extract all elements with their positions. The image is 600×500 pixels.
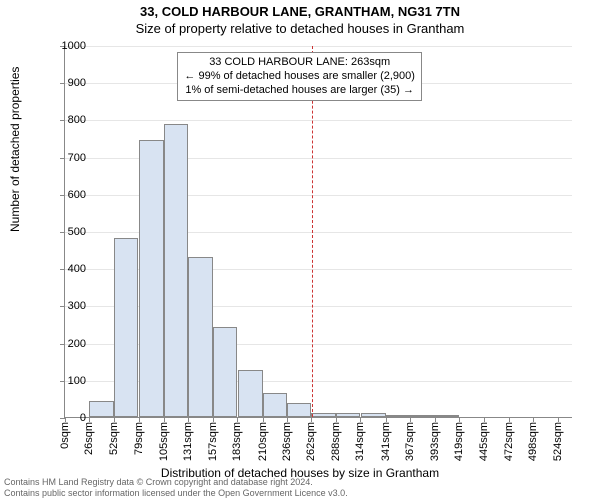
- annotation-line3: 1% of semi-detached houses are larger (3…: [184, 84, 415, 98]
- xtick-label: 445sqm: [478, 422, 490, 461]
- reference-line: [312, 46, 313, 417]
- gridline: [65, 120, 572, 121]
- chart-title-block: 33, COLD HARBOUR LANE, GRANTHAM, NG31 7T…: [0, 0, 600, 36]
- xtick-label: 52sqm: [108, 422, 120, 455]
- histogram-bar: [188, 257, 212, 417]
- footer-line1: Contains HM Land Registry data © Crown c…: [4, 477, 596, 487]
- ytick-label: 500: [46, 226, 86, 238]
- annotation-box: 33 COLD HARBOUR LANE: 263sqm← 99% of det…: [177, 52, 422, 101]
- xtick-label: 367sqm: [404, 422, 416, 461]
- xtick-label: 26sqm: [83, 422, 95, 455]
- ytick-label: 0: [46, 412, 86, 424]
- xtick-label: 236sqm: [281, 422, 293, 461]
- chart-area: 0sqm26sqm52sqm79sqm105sqm131sqm157sqm183…: [64, 46, 572, 418]
- histogram-bar: [89, 401, 113, 417]
- y-axis-label: Number of detached properties: [8, 67, 22, 232]
- histogram-bar: [139, 140, 163, 417]
- xtick-label: 262sqm: [305, 422, 317, 461]
- histogram-bar: [114, 238, 138, 417]
- xtick-label: 157sqm: [207, 422, 219, 461]
- xtick-label: 314sqm: [354, 422, 366, 461]
- title-line1: 33, COLD HARBOUR LANE, GRANTHAM, NG31 7T…: [0, 4, 600, 19]
- ytick-label: 1000: [46, 40, 86, 52]
- xtick-label: 105sqm: [158, 422, 170, 461]
- footer-attribution: Contains HM Land Registry data © Crown c…: [4, 477, 596, 498]
- ytick-label: 300: [46, 300, 86, 312]
- xtick-label: 210sqm: [257, 422, 269, 461]
- annotation-line2: ← 99% of detached houses are smaller (2,…: [184, 70, 415, 84]
- histogram-bar: [435, 415, 459, 417]
- xtick-label: 419sqm: [453, 422, 465, 461]
- histogram-bar: [336, 413, 360, 417]
- gridline: [65, 46, 572, 47]
- histogram-bar: [410, 415, 434, 417]
- xtick-label: 393sqm: [429, 422, 441, 461]
- ytick-label: 200: [46, 338, 86, 350]
- histogram-bar: [164, 124, 188, 417]
- xtick-label: 524sqm: [552, 422, 564, 461]
- histogram-bar: [386, 415, 410, 417]
- histogram-bar: [287, 403, 311, 417]
- ytick-label: 100: [46, 375, 86, 387]
- ytick-label: 600: [46, 189, 86, 201]
- xtick-label: 79sqm: [133, 422, 145, 455]
- ytick-label: 800: [46, 114, 86, 126]
- histogram-bar: [263, 393, 287, 417]
- title-line2: Size of property relative to detached ho…: [0, 21, 600, 36]
- footer-line2: Contains public sector information licen…: [4, 488, 596, 498]
- xtick-label: 0sqm: [59, 422, 71, 449]
- plot-region: 0sqm26sqm52sqm79sqm105sqm131sqm157sqm183…: [64, 46, 572, 418]
- xtick-label: 341sqm: [380, 422, 392, 461]
- ytick-label: 700: [46, 152, 86, 164]
- xtick-label: 498sqm: [527, 422, 539, 461]
- xtick-label: 288sqm: [330, 422, 342, 461]
- ytick-label: 900: [46, 77, 86, 89]
- xtick-label: 472sqm: [503, 422, 515, 461]
- annotation-line1: 33 COLD HARBOUR LANE: 263sqm: [184, 56, 415, 70]
- histogram-bar: [213, 327, 237, 417]
- histogram-bar: [238, 370, 262, 417]
- histogram-bar: [361, 413, 385, 417]
- ytick-label: 400: [46, 263, 86, 275]
- xtick-label: 131sqm: [182, 422, 194, 461]
- histogram-bar: [311, 413, 335, 417]
- xtick-label: 183sqm: [231, 422, 243, 461]
